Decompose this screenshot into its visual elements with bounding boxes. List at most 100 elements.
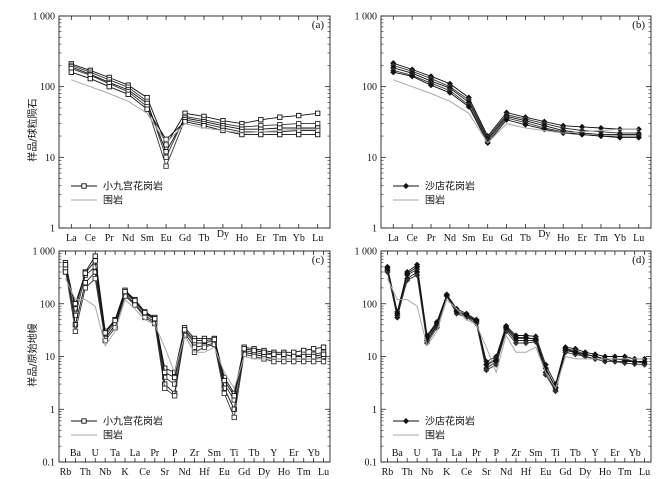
panel-a-legend-label: 围岩: [103, 194, 123, 207]
panel-b-xtick-label: La: [388, 233, 399, 244]
panel-d-data-point: [582, 351, 589, 358]
panel-a-xtick-label: Yb: [293, 233, 305, 244]
panel-c-data-point: [122, 288, 128, 295]
panel-a-data-point: [125, 91, 131, 97]
panel-c-data-point: [221, 390, 227, 397]
panel-d-data-point: [641, 358, 648, 365]
panel-d-xtick-label: Gd: [559, 467, 571, 478]
panel-d-xtick-label: Y: [592, 448, 599, 459]
panel-d-legend-label: 围岩: [425, 429, 445, 442]
panel-d-data-point: [532, 336, 539, 343]
panel-a-series-line: [71, 79, 318, 144]
panel-a-ytick-label: 10: [45, 153, 55, 164]
panel-c-legend-label: 小九宫花岗岩: [103, 415, 163, 428]
panel-b-data-point: [635, 134, 642, 141]
panel-c-data-point: [102, 337, 108, 344]
panel-d-data-point: [522, 334, 530, 341]
panel-b-xtick-label: Ho: [557, 233, 569, 244]
panel-d-xtick-label: Dy: [579, 467, 591, 478]
panel-a-data-point: [315, 131, 321, 138]
panel-d-xtick-label: Er: [610, 448, 620, 459]
panel-c-data-point: [301, 353, 307, 360]
panel-b-data-point: [465, 103, 472, 110]
panel-d-xtick-label: Rb: [382, 467, 394, 478]
panel-c-data-point: [211, 336, 218, 343]
panel-d-xtick-label: Ho: [599, 467, 611, 478]
panel-b-series-line: [393, 79, 639, 144]
panel-c-data-point: [281, 351, 287, 357]
panel-c-data-point: [320, 351, 327, 357]
panel-a-xtick-label: Dy: [217, 229, 229, 240]
panel-c-data-point: [310, 346, 317, 352]
panel-c-ytick-label: 100: [40, 299, 55, 310]
panel-c-data-point: [162, 369, 168, 376]
panel-c-data-point: [201, 344, 208, 350]
panel-a-ytick-label: 1 000: [33, 12, 56, 23]
panel-b-ytick-label: 100: [362, 82, 377, 93]
panel-d-xtick-label: Tb: [570, 448, 581, 459]
panel-c-data-point: [171, 393, 178, 399]
panel-d-data-point: [483, 367, 490, 374]
panel-c-xtick-label: Rb: [60, 467, 72, 478]
panel-b-ytick-label: 1 000: [355, 12, 378, 23]
panel-d-xtick-label: P: [493, 448, 499, 459]
panel-d-data-point: [502, 328, 510, 335]
panel-d-ytick-label: 100: [362, 299, 377, 310]
panel-c-xtick-label: K: [121, 467, 129, 478]
panel-a-xtick-label: Lu: [312, 233, 323, 244]
panel-d-ytick-label: 0.1: [365, 458, 378, 469]
panel-a-ylabel: 样品/球粒陨石: [26, 98, 39, 161]
panel-c-data-point: [191, 337, 198, 344]
panel-d-data-point: [562, 345, 569, 352]
panel-d-xtick-label: Nb: [421, 467, 433, 478]
panel-a-data-point: [258, 131, 264, 138]
panel-d-series-line: [386, 263, 645, 386]
panel-d-xtick-label: Ce: [461, 467, 473, 478]
panel-d-data-point: [631, 358, 638, 365]
panel-c-xtick-label: U: [92, 448, 100, 459]
panel-a-data-point: [106, 84, 112, 90]
panel-c-data-point: [320, 358, 327, 365]
panel-d-data-point: [413, 263, 421, 271]
panel-d-ytick-label: 1 000: [355, 247, 378, 258]
panel-a: 样品/球粒陨石 1 10 100 1 000 La Ce Pr Nd Sm Eu Gd Tb Dy Ho E…: [26, 12, 331, 244]
panel-c-data-point: [92, 269, 98, 275]
panel-b-data-point: [390, 69, 397, 76]
panel-b-series-line: [393, 62, 639, 137]
panel-c-data-point: [72, 301, 79, 307]
panel-a-data-point: [277, 114, 283, 120]
panel-d-data-point: [522, 339, 530, 347]
panel-d-data-point: [443, 291, 450, 298]
panel-a-xtick-label: Ho: [236, 233, 248, 244]
panel-d-data-point: [463, 311, 470, 318]
panel-c-data-point: [310, 358, 317, 365]
panel-c-xtick-label: Ti: [230, 448, 239, 459]
panel-b-xtick-label: Tm: [594, 233, 608, 244]
panel-c-data-point: [92, 258, 98, 264]
panel-b-series-line: [393, 71, 639, 144]
panel-c-xtick-label: Hf: [199, 467, 210, 478]
panel-c-data-point: [221, 385, 227, 391]
panel-c-legend-label: 围岩: [103, 429, 123, 442]
panel-c-xtick-label: Pr: [150, 448, 160, 459]
panel-b-data-point: [597, 132, 605, 140]
panel-d-data-point: [404, 270, 411, 277]
panel-b-xtick-label: Dy: [538, 229, 550, 240]
panel-c-ytick-label: 0.1: [43, 458, 56, 469]
panel-c-data-point: [72, 322, 79, 328]
panel-c-data-point: [231, 406, 237, 412]
panel-a-xtick-label: Pr: [105, 233, 115, 244]
panel-c-data-point: [201, 337, 208, 344]
panel-c-data-point: [62, 262, 69, 268]
panel-b-legend-label: 沙店花岗岩: [425, 180, 475, 193]
panel-a-data-point: [163, 163, 169, 169]
panel-d-xtick-label: Ta: [432, 448, 442, 459]
panel-a-legend-marker: [81, 183, 87, 189]
panel-c-data-point: [181, 327, 188, 333]
panel-c-ytick-label: 1 000: [33, 247, 56, 258]
panel-c-xtick-label: Ta: [110, 448, 120, 459]
panel-a-data-point: [239, 131, 245, 138]
panel-a-series-line: [71, 68, 318, 168]
panel-c-data-point: [62, 269, 69, 275]
panel-a-frame: [58, 15, 331, 229]
